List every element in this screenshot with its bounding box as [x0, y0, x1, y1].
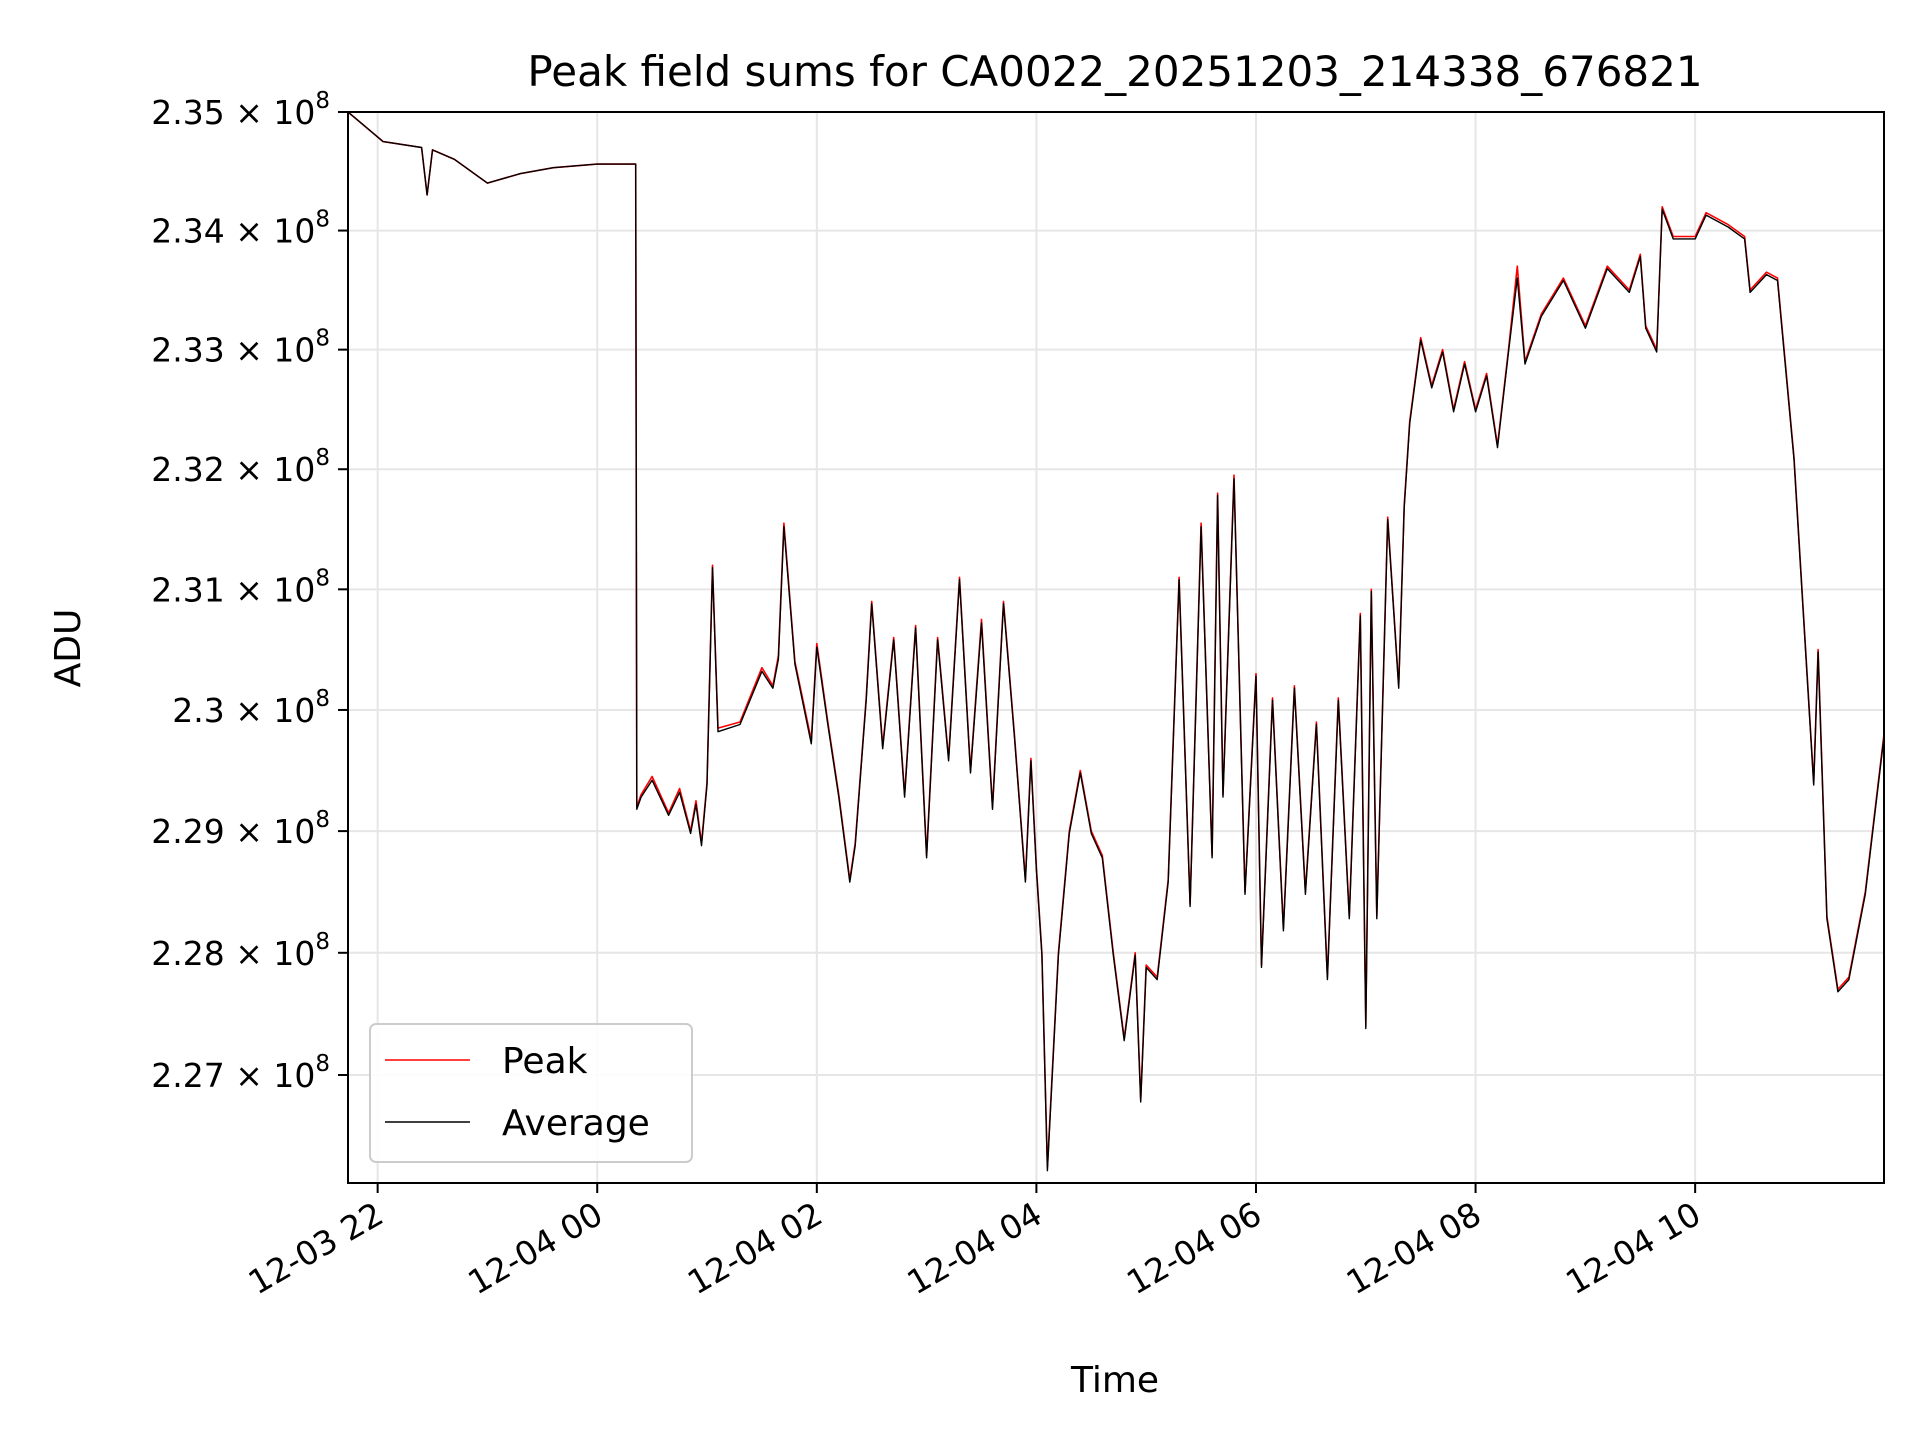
y-tick-times-ten: × 10	[225, 812, 316, 851]
series-layer	[347, 111, 1885, 1172]
legend-label-average: Average	[502, 1103, 650, 1144]
y-tick-label: 2.29 × 108	[151, 807, 330, 851]
y-tick-exponent: 8	[315, 686, 330, 712]
y-tick-mantissa: 2.33	[151, 331, 224, 370]
y-tick-exponent: 8	[315, 445, 330, 471]
y-tick-label: 2.32 × 108	[151, 445, 330, 489]
legend-box	[369, 1023, 693, 1163]
y-axis-label: ADU	[48, 609, 89, 688]
y-tick-label: 2.27 × 108	[151, 1051, 330, 1095]
y-tick-mantissa: 2.3	[172, 691, 224, 730]
y-tick-mantissa: 2.35	[151, 93, 224, 132]
y-tick-times-ten: × 10	[225, 450, 316, 489]
y-tick-label: 2.31 × 108	[151, 565, 330, 609]
y-tick-mantissa: 2.29	[151, 812, 224, 851]
y-tick-exponent: 8	[315, 565, 330, 591]
y-tick-mantissa: 2.28	[151, 934, 224, 973]
y-tick-exponent: 8	[315, 1051, 330, 1077]
y-tick-label: 2.33 × 108	[151, 326, 330, 370]
y-tick-mantissa: 2.27	[151, 1056, 224, 1095]
y-tick-label: 2.3 × 108	[172, 686, 330, 730]
y-tick-times-ten: × 10	[225, 93, 316, 132]
y-tick-exponent: 8	[315, 207, 330, 233]
y-tick-mantissa: 2.32	[151, 450, 224, 489]
y-tick-times-ten: × 10	[225, 1056, 316, 1095]
y-tick-times-ten: × 10	[225, 934, 316, 973]
y-tick-mantissa: 2.31	[151, 570, 224, 609]
y-tick-times-ten: × 10	[225, 691, 316, 730]
y-tick-exponent: 8	[315, 807, 330, 833]
y-tick-label: 2.28 × 108	[151, 929, 330, 973]
legend: Peak Average	[369, 1023, 693, 1163]
y-tick-label: 2.34 × 108	[151, 207, 330, 251]
y-tick-exponent: 8	[315, 929, 330, 955]
series-line-average	[347, 111, 1885, 1172]
y-tick-mantissa: 2.34	[151, 212, 224, 251]
y-tick-exponent: 8	[315, 326, 330, 352]
y-tick-exponent: 8	[315, 88, 330, 114]
y-tick-label: 2.35 × 108	[151, 88, 330, 132]
legend-label-peak: Peak	[502, 1041, 588, 1082]
y-tick-times-ten: × 10	[225, 331, 316, 370]
chart-title: Peak field sums for CA0022_20251203_2143…	[527, 47, 1702, 96]
y-tick-times-ten: × 10	[225, 212, 316, 251]
x-axis-label: Time	[1070, 1360, 1159, 1401]
y-tick-times-ten: × 10	[225, 570, 316, 609]
plot-area	[347, 111, 1885, 1172]
plot-frame	[347, 111, 1885, 1184]
